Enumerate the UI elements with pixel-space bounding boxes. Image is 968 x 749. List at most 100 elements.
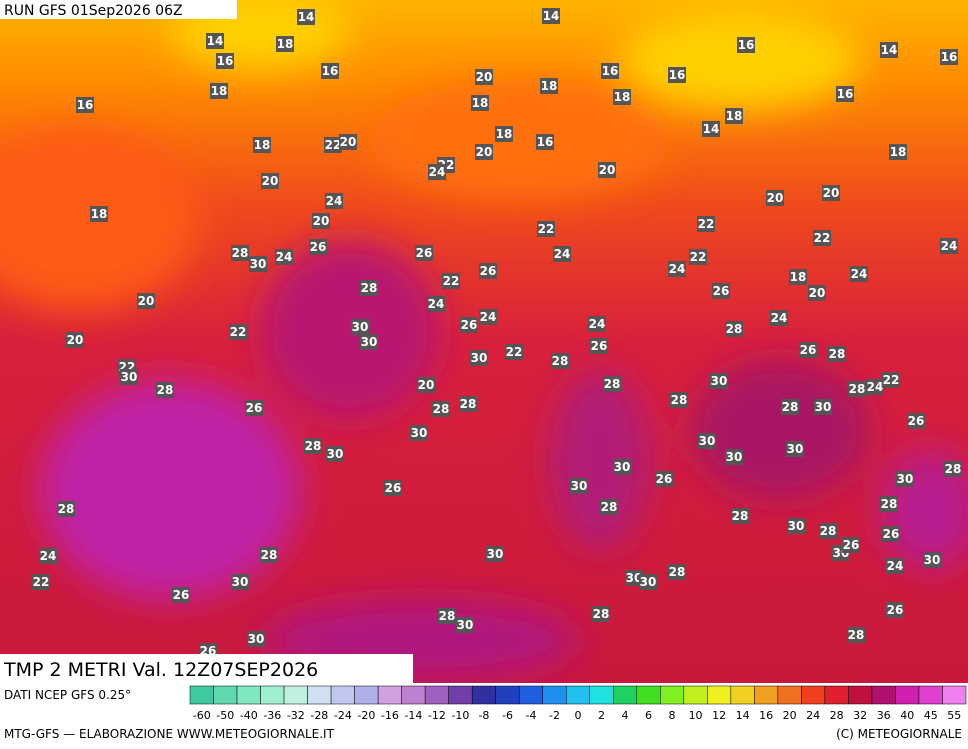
temperature-label: 30	[787, 442, 804, 456]
colorbar-label: 14	[736, 709, 750, 722]
temperature-label: 16	[322, 64, 339, 78]
colorbar-cell	[801, 685, 826, 705]
label-box	[592, 606, 610, 622]
colorbar-label: 20	[783, 709, 797, 722]
label-box	[603, 376, 621, 392]
label-box	[245, 400, 263, 416]
label-box	[172, 587, 190, 603]
colorbar-label: -50	[216, 709, 234, 722]
label-box	[249, 256, 267, 272]
label-box	[326, 446, 344, 462]
label-box	[57, 501, 75, 517]
temperature-label: 30	[361, 335, 378, 349]
copyright: (C) METEOGIORNALE	[836, 727, 962, 741]
label-box	[39, 548, 57, 564]
colorbar-label: 36	[877, 709, 891, 722]
colorbar-cell	[895, 685, 920, 705]
colorbar-label: 12	[712, 709, 726, 722]
colorbar-label: -8	[478, 709, 489, 722]
label-box	[940, 49, 958, 65]
label-box	[814, 399, 832, 415]
temperature-label: 26	[713, 284, 730, 298]
label-box	[459, 396, 477, 412]
label-box	[601, 63, 619, 79]
label-box	[766, 190, 784, 206]
label-box	[907, 413, 925, 429]
temperature-label: 16	[537, 135, 554, 149]
temperature-label: 30	[640, 575, 657, 589]
colorbar-cell	[707, 685, 732, 705]
temperature-label: 14	[207, 34, 224, 48]
label-box	[475, 144, 493, 160]
label-box	[725, 449, 743, 465]
colorbar-label: 2	[598, 709, 605, 722]
label-box	[848, 381, 866, 397]
temperature-label: 14	[703, 122, 720, 136]
temperature-label: 20	[138, 294, 155, 308]
label-box	[866, 379, 884, 395]
temperature-label: 28	[58, 502, 75, 516]
label-box	[156, 382, 174, 398]
label-box	[32, 574, 50, 590]
temperature-label: 28	[232, 246, 249, 260]
label-box	[536, 134, 554, 150]
label-box	[66, 332, 84, 348]
label-box	[324, 137, 342, 153]
temperature-label: 30	[897, 472, 914, 486]
temperature-label: 28	[782, 400, 799, 414]
temperature-label: 22	[506, 345, 523, 359]
temperature-label: 26	[480, 264, 497, 278]
temperature-label: 30	[471, 351, 488, 365]
label-box	[120, 369, 138, 385]
colorbar-label: -16	[381, 709, 399, 722]
temperature-label: 30	[711, 374, 728, 388]
colorbar-label: 0	[575, 709, 582, 722]
temperature-label: 22	[883, 373, 900, 387]
label-box	[90, 206, 108, 222]
temperature-label: 30	[614, 460, 631, 474]
label-box	[799, 342, 817, 358]
temperature-label: 24	[851, 267, 868, 281]
temperature-label: 28	[829, 347, 846, 361]
temperature-label: 20	[823, 186, 840, 200]
title-box	[0, 654, 413, 684]
label-box	[542, 8, 560, 24]
colorbar-label: -2	[549, 709, 560, 722]
temperature-label: 24	[771, 311, 788, 325]
temperature-label: 24	[669, 262, 686, 276]
temperature-label: 26	[883, 527, 900, 541]
colorbar-cell	[260, 685, 285, 705]
temperature-label: 20	[767, 191, 784, 205]
temperature-label: 28	[433, 402, 450, 416]
temperature-label: 30	[411, 426, 428, 440]
colorbar-cell	[495, 685, 520, 705]
label-box	[828, 346, 846, 362]
temperature-label: 16	[738, 38, 755, 52]
temperature-label: 28	[945, 462, 962, 476]
temperature-label: 22	[230, 325, 247, 339]
temperature-label: 24	[480, 310, 497, 324]
label-box	[479, 309, 497, 325]
temperature-label: 30	[699, 434, 716, 448]
temperature-label: 28	[552, 354, 569, 368]
temperature-label: 26	[246, 401, 263, 415]
colorbar-label: -40	[240, 709, 258, 722]
label-box	[880, 496, 898, 512]
label-box	[428, 164, 446, 180]
temperature-label: 22	[698, 217, 715, 231]
label-box	[710, 373, 728, 389]
temperature-label: 22	[690, 250, 707, 264]
colorbar-cell	[542, 685, 567, 705]
temperature-label: 28	[726, 322, 743, 336]
temperature-label: 28	[604, 377, 621, 391]
label-box	[432, 401, 450, 417]
label-box	[427, 296, 445, 312]
temperature-label: 24	[887, 559, 904, 573]
colorbar-label: 10	[689, 709, 703, 722]
label-box	[668, 261, 686, 277]
colorbar-label: -4	[525, 709, 536, 722]
label-box	[537, 221, 555, 237]
temperature-label: 28	[460, 397, 477, 411]
label-box	[842, 537, 860, 553]
